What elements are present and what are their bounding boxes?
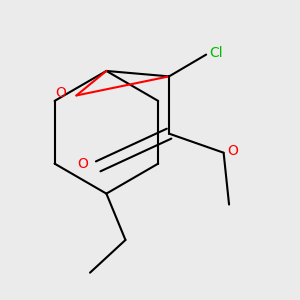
- Text: O: O: [227, 144, 238, 158]
- Text: Cl: Cl: [209, 46, 223, 60]
- Text: O: O: [56, 86, 67, 100]
- Text: O: O: [77, 157, 88, 171]
